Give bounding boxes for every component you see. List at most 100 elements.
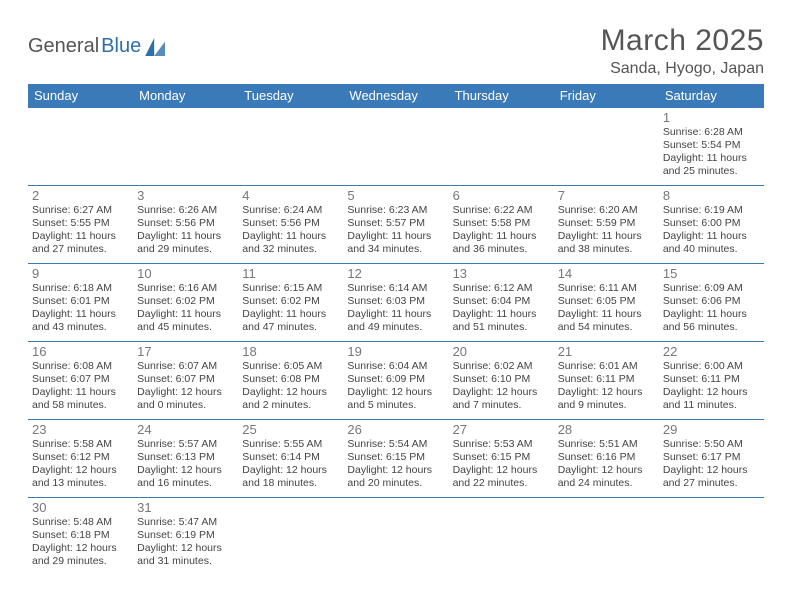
- calendar-day-cell: 6Sunrise: 6:22 AMSunset: 5:58 PMDaylight…: [449, 186, 554, 264]
- day-number: 14: [558, 266, 655, 281]
- sunrise-line: Sunrise: 6:18 AM: [32, 282, 129, 295]
- day-number: 28: [558, 422, 655, 437]
- daylight-line: Daylight: 11 hours and 32 minutes.: [242, 230, 339, 256]
- day-number: 3: [137, 188, 234, 203]
- calendar-day-cell: [554, 498, 659, 576]
- calendar-day-cell: 7Sunrise: 6:20 AMSunset: 5:59 PMDaylight…: [554, 186, 659, 264]
- logo: General Blue: [28, 35, 167, 58]
- day-number: 30: [32, 500, 129, 515]
- daylight-line: Daylight: 12 hours and 16 minutes.: [137, 464, 234, 490]
- calendar-grid: SundayMondayTuesdayWednesdayThursdayFrid…: [28, 84, 764, 576]
- sunset-line: Sunset: 6:01 PM: [32, 295, 129, 308]
- calendar-day-cell: 8Sunrise: 6:19 AMSunset: 6:00 PMDaylight…: [659, 186, 764, 264]
- day-number: 29: [663, 422, 760, 437]
- sunrise-line: Sunrise: 6:23 AM: [347, 204, 444, 217]
- daylight-line: Daylight: 11 hours and 54 minutes.: [558, 308, 655, 334]
- daylight-line: Daylight: 12 hours and 13 minutes.: [32, 464, 129, 490]
- page-title: March 2025: [601, 24, 764, 58]
- day-header-row: SundayMondayTuesdayWednesdayThursdayFrid…: [28, 84, 764, 108]
- day-header-cell: Monday: [133, 84, 238, 108]
- calendar-day-cell: 24Sunrise: 5:57 AMSunset: 6:13 PMDayligh…: [133, 420, 238, 498]
- day-number: 18: [242, 344, 339, 359]
- sunrise-line: Sunrise: 5:53 AM: [453, 438, 550, 451]
- calendar-day-cell: [343, 498, 448, 576]
- day-number: 16: [32, 344, 129, 359]
- day-number: 19: [347, 344, 444, 359]
- logo-mark-icon: [145, 38, 167, 56]
- sunrise-line: Sunrise: 6:28 AM: [663, 126, 760, 139]
- calendar-day-cell: [238, 498, 343, 576]
- day-header-cell: Saturday: [659, 84, 764, 108]
- calendar-day-cell: 27Sunrise: 5:53 AMSunset: 6:15 PMDayligh…: [449, 420, 554, 498]
- sunset-line: Sunset: 6:10 PM: [453, 373, 550, 386]
- sunset-line: Sunset: 6:16 PM: [558, 451, 655, 464]
- sunset-line: Sunset: 6:05 PM: [558, 295, 655, 308]
- sunset-line: Sunset: 6:15 PM: [347, 451, 444, 464]
- daylight-line: Daylight: 12 hours and 20 minutes.: [347, 464, 444, 490]
- calendar-day-cell: 2Sunrise: 6:27 AMSunset: 5:55 PMDaylight…: [28, 186, 133, 264]
- daylight-line: Daylight: 12 hours and 5 minutes.: [347, 386, 444, 412]
- calendar-day-cell: 11Sunrise: 6:15 AMSunset: 6:02 PMDayligh…: [238, 264, 343, 342]
- day-header-cell: Wednesday: [343, 84, 448, 108]
- calendar-week-row: 1Sunrise: 6:28 AMSunset: 5:54 PMDaylight…: [28, 108, 764, 186]
- calendar-day-cell: 10Sunrise: 6:16 AMSunset: 6:02 PMDayligh…: [133, 264, 238, 342]
- daylight-line: Daylight: 11 hours and 25 minutes.: [663, 152, 760, 178]
- sunrise-line: Sunrise: 5:48 AM: [32, 516, 129, 529]
- sunset-line: Sunset: 5:54 PM: [663, 139, 760, 152]
- day-number: 11: [242, 266, 339, 281]
- daylight-line: Daylight: 11 hours and 56 minutes.: [663, 308, 760, 334]
- sunrise-line: Sunrise: 6:24 AM: [242, 204, 339, 217]
- calendar-body: 1Sunrise: 6:28 AMSunset: 5:54 PMDaylight…: [28, 108, 764, 576]
- day-number: 12: [347, 266, 444, 281]
- daylight-line: Daylight: 11 hours and 29 minutes.: [137, 230, 234, 256]
- daylight-line: Daylight: 11 hours and 43 minutes.: [32, 308, 129, 334]
- daylight-line: Daylight: 11 hours and 34 minutes.: [347, 230, 444, 256]
- calendar-day-cell: 16Sunrise: 6:08 AMSunset: 6:07 PMDayligh…: [28, 342, 133, 420]
- calendar-day-cell: 5Sunrise: 6:23 AMSunset: 5:57 PMDaylight…: [343, 186, 448, 264]
- calendar-day-cell: 4Sunrise: 6:24 AMSunset: 5:56 PMDaylight…: [238, 186, 343, 264]
- calendar-day-cell: 19Sunrise: 6:04 AMSunset: 6:09 PMDayligh…: [343, 342, 448, 420]
- calendar-day-cell: 9Sunrise: 6:18 AMSunset: 6:01 PMDaylight…: [28, 264, 133, 342]
- calendar-week-row: 9Sunrise: 6:18 AMSunset: 6:01 PMDaylight…: [28, 264, 764, 342]
- sunrise-line: Sunrise: 5:54 AM: [347, 438, 444, 451]
- daylight-line: Daylight: 12 hours and 29 minutes.: [32, 542, 129, 568]
- sunset-line: Sunset: 5:55 PM: [32, 217, 129, 230]
- calendar-day-cell: 30Sunrise: 5:48 AMSunset: 6:18 PMDayligh…: [28, 498, 133, 576]
- day-number: 15: [663, 266, 760, 281]
- sunrise-line: Sunrise: 6:04 AM: [347, 360, 444, 373]
- location-subtitle: Sanda, Hyogo, Japan: [28, 60, 764, 78]
- sunset-line: Sunset: 6:11 PM: [663, 373, 760, 386]
- sunset-line: Sunset: 6:02 PM: [137, 295, 234, 308]
- daylight-line: Daylight: 12 hours and 31 minutes.: [137, 542, 234, 568]
- daylight-line: Daylight: 11 hours and 58 minutes.: [32, 386, 129, 412]
- calendar-day-cell: [133, 108, 238, 186]
- sunset-line: Sunset: 6:07 PM: [32, 373, 129, 386]
- sunset-line: Sunset: 6:11 PM: [558, 373, 655, 386]
- day-number: 5: [347, 188, 444, 203]
- calendar-day-cell: [659, 498, 764, 576]
- daylight-line: Daylight: 12 hours and 27 minutes.: [663, 464, 760, 490]
- daylight-line: Daylight: 12 hours and 0 minutes.: [137, 386, 234, 412]
- sunrise-line: Sunrise: 6:11 AM: [558, 282, 655, 295]
- day-number: 26: [347, 422, 444, 437]
- calendar-day-cell: 13Sunrise: 6:12 AMSunset: 6:04 PMDayligh…: [449, 264, 554, 342]
- daylight-line: Daylight: 11 hours and 51 minutes.: [453, 308, 550, 334]
- day-number: 31: [137, 500, 234, 515]
- daylight-line: Daylight: 11 hours and 27 minutes.: [32, 230, 129, 256]
- sunrise-line: Sunrise: 6:00 AM: [663, 360, 760, 373]
- sunrise-line: Sunrise: 6:27 AM: [32, 204, 129, 217]
- daylight-line: Daylight: 12 hours and 9 minutes.: [558, 386, 655, 412]
- calendar-week-row: 16Sunrise: 6:08 AMSunset: 6:07 PMDayligh…: [28, 342, 764, 420]
- daylight-line: Daylight: 12 hours and 11 minutes.: [663, 386, 760, 412]
- daylight-line: Daylight: 11 hours and 40 minutes.: [663, 230, 760, 256]
- sunrise-line: Sunrise: 5:47 AM: [137, 516, 234, 529]
- sunset-line: Sunset: 6:15 PM: [453, 451, 550, 464]
- daylight-line: Daylight: 11 hours and 47 minutes.: [242, 308, 339, 334]
- sunset-line: Sunset: 6:12 PM: [32, 451, 129, 464]
- sunset-line: Sunset: 6:00 PM: [663, 217, 760, 230]
- day-number: 8: [663, 188, 760, 203]
- calendar-page: General Blue March 2025 Sanda, Hyogo, Ja…: [0, 0, 792, 588]
- calendar-day-cell: 15Sunrise: 6:09 AMSunset: 6:06 PMDayligh…: [659, 264, 764, 342]
- sunrise-line: Sunrise: 6:02 AM: [453, 360, 550, 373]
- daylight-line: Daylight: 11 hours and 45 minutes.: [137, 308, 234, 334]
